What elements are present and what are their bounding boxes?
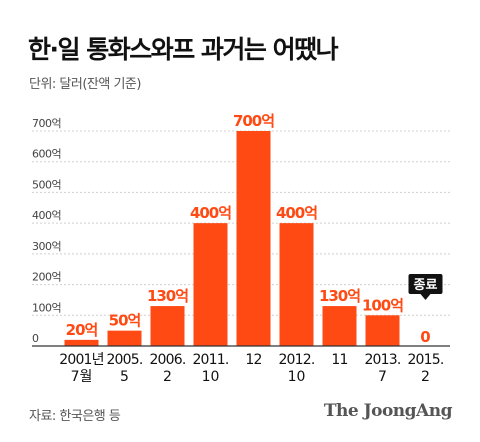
x-tick-label: 2001년 [59, 352, 104, 368]
x-tick-label: 2015. [407, 352, 443, 368]
x-tick-label: 7 [378, 369, 387, 385]
x-tick-label: 10 [288, 369, 306, 385]
x-tick-label: 12 [245, 352, 261, 368]
ended-badge [408, 274, 443, 294]
x-tick-label: 2012. [278, 352, 314, 368]
x-tick-label: 2 [163, 369, 172, 385]
data-label: 130억 [319, 287, 360, 305]
x-tick-label: 5 [120, 369, 129, 385]
data-label: 130억 [147, 287, 188, 305]
bar [279, 223, 314, 346]
y-tick-label: 600억 [32, 148, 61, 161]
x-tick-label: 2005. [106, 352, 142, 368]
ended-badge-pointer [420, 294, 431, 300]
x-tick-label: 2011. [192, 352, 228, 368]
bar [236, 131, 271, 346]
data-label: 400억 [190, 204, 231, 222]
y-tick-label: 500억 [32, 178, 61, 191]
brand-logo: The JoongAng [323, 401, 453, 421]
x-tick-label: 11 [331, 352, 347, 368]
x-tick-label: 2006. [149, 352, 185, 368]
data-label: 100억 [362, 296, 403, 314]
chart-title: 한·일 통화스와프 과거는 어땠나 [28, 35, 339, 64]
bar [365, 315, 400, 346]
x-tick-label: 7월 [71, 369, 93, 385]
data-label: 0 [420, 328, 430, 346]
unit-label: 단위: 달러(잔액 기준) [29, 77, 141, 92]
y-tick-label: 200억 [32, 271, 61, 284]
bar [64, 339, 99, 346]
y-tick-label: 400억 [32, 209, 61, 222]
y-tick-label: 700억 [32, 117, 61, 130]
x-tick-label: 2 [421, 369, 430, 385]
bar [193, 223, 228, 346]
y-tick-label: 100억 [32, 301, 61, 314]
bar [107, 330, 142, 346]
data-label: 20억 [66, 321, 98, 339]
x-tick-label: 2013. [364, 352, 400, 368]
x-tick-label: 10 [202, 369, 220, 385]
bar [322, 306, 357, 346]
bar [150, 306, 185, 346]
y-tick-label: 0 [32, 332, 39, 345]
data-label: 50억 [109, 312, 141, 330]
source-note: 자료: 한국은행 등 [29, 409, 121, 424]
data-label: 700억 [233, 112, 274, 130]
data-label: 400억 [276, 204, 317, 222]
ended-badge-label: 종료 [414, 278, 438, 293]
y-tick-label: 300억 [32, 240, 61, 253]
